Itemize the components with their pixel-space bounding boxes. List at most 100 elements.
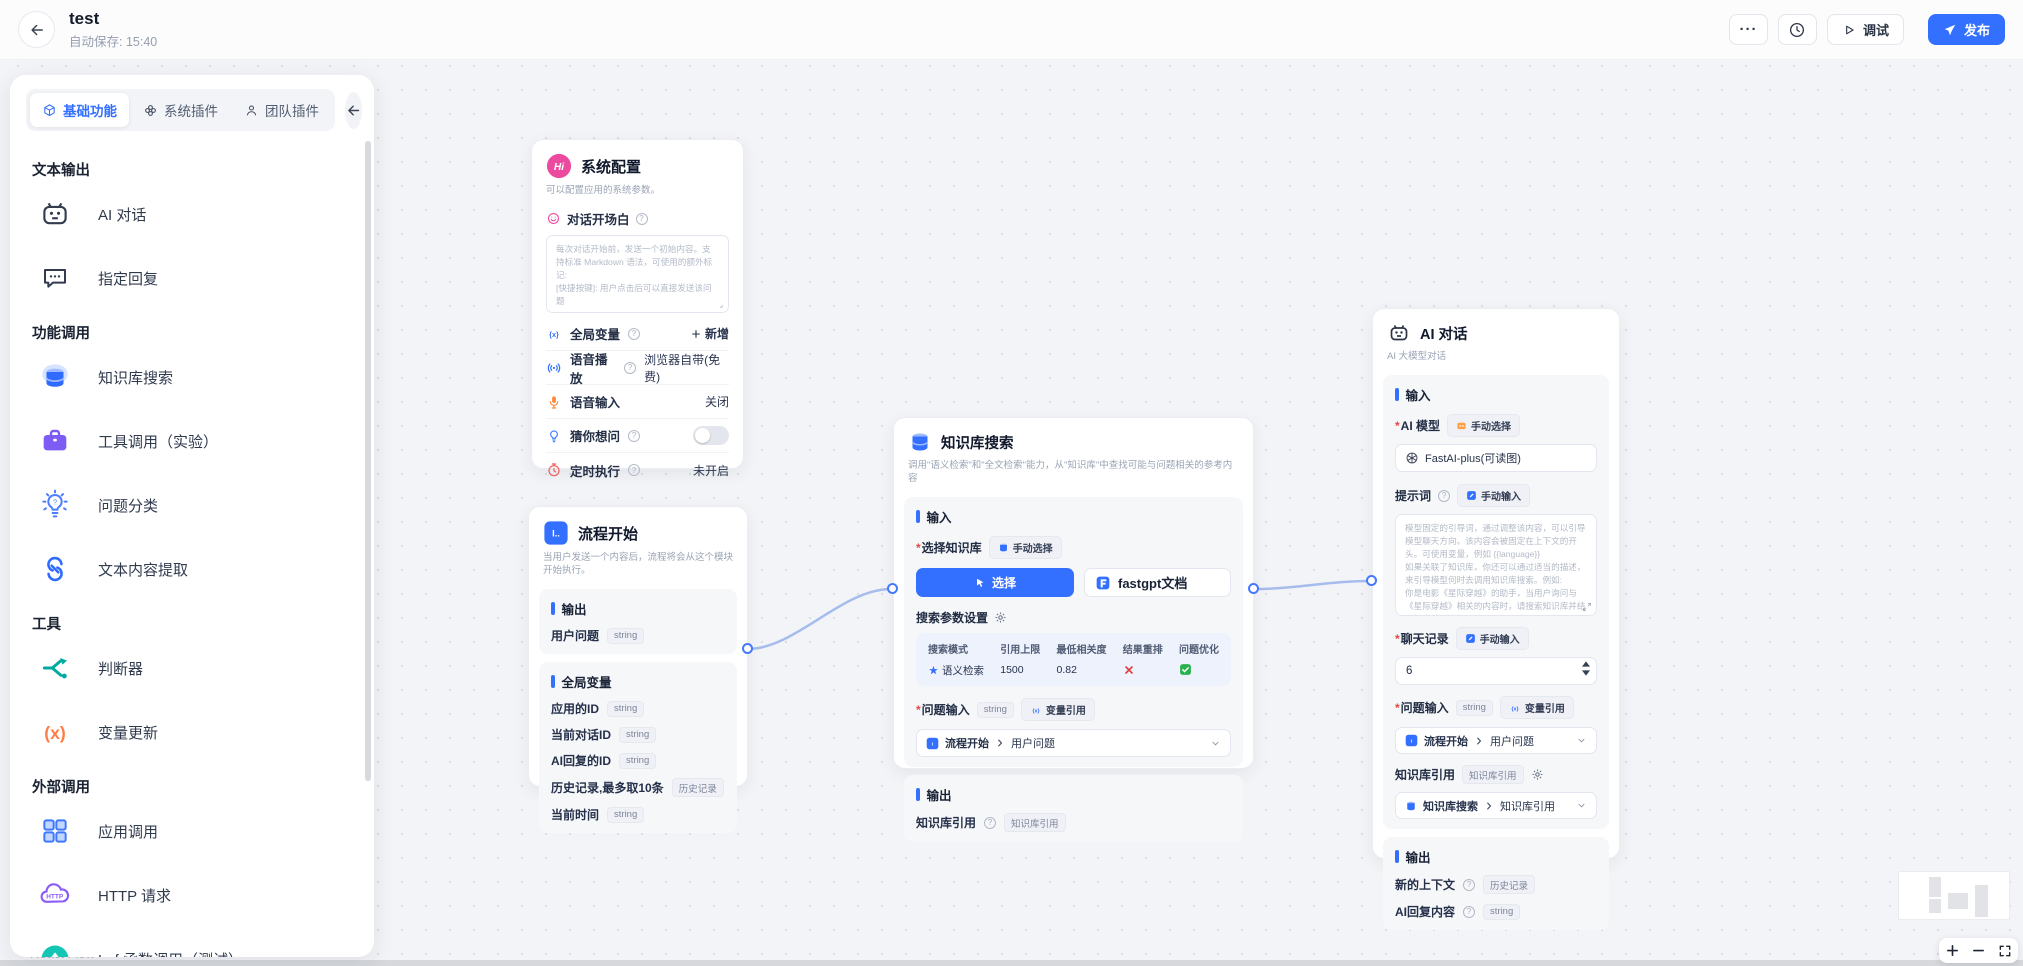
- history-count-input[interactable]: [1395, 657, 1597, 685]
- quote-source-select[interactable]: 知识库搜索 知识库引用: [1395, 792, 1597, 819]
- plus-icon: [692, 329, 700, 338]
- arrow-left-icon: [348, 105, 360, 115]
- row-schedule: 定时执行 未开启: [546, 453, 729, 487]
- dataset-card[interactable]: fastgpt文档: [1084, 568, 1231, 597]
- manual-select-badge[interactable]: 手动选择: [1447, 414, 1521, 437]
- node-dataset-search[interactable]: 知识库搜索 调用"语义检索"和"全文检索"能力，从"知识库"中查找可能与问题相关…: [893, 417, 1254, 842]
- var-ref-badge[interactable]: {x} 变量引用: [1499, 696, 1574, 719]
- stepper-up-icon[interactable]: [1582, 661, 1590, 667]
- tab-basic-modules[interactable]: 基础功能: [30, 93, 129, 127]
- start-globals-box: 全局变量 应用的ID string 当前对话ID string AI回复的ID str…: [539, 662, 737, 833]
- row-label: 语音输入: [570, 396, 621, 410]
- expand-icon[interactable]: [1582, 602, 1592, 612]
- sidebar-tabs: 基础功能 系统插件 团队插件: [26, 89, 335, 131]
- robot-mini-icon: [1457, 422, 1466, 430]
- manual-input-badge[interactable]: 手动输入: [1455, 627, 1529, 650]
- row-label: 语音播放: [570, 352, 608, 386]
- gear-icon[interactable]: [994, 611, 1007, 624]
- sidebar-item-app-call[interactable]: 应用调用: [32, 799, 356, 863]
- stt-value[interactable]: 关闭: [704, 395, 729, 409]
- row-label: 猜你想问: [570, 430, 621, 444]
- cursor-icon: [976, 578, 984, 587]
- welcome-label: 对话开场白: [567, 213, 630, 227]
- stepper-down-icon[interactable]: [1582, 670, 1590, 676]
- sidebar-item-variable-update[interactable]: (x) 变量更新: [32, 700, 356, 764]
- reply-bubble-icon: [36, 259, 74, 297]
- question-source-select[interactable]: I 流程开始 用户问题: [1395, 727, 1597, 754]
- sidebar-scrollbar[interactable]: [365, 141, 371, 781]
- welcome-icon: [547, 212, 560, 225]
- target-handle-ai-chat[interactable]: [1366, 575, 1377, 586]
- history-button[interactable]: [1777, 14, 1817, 45]
- target-handle-dataset-search[interactable]: [887, 583, 898, 594]
- guess-toggle[interactable]: [693, 426, 729, 445]
- type-badge: string: [607, 806, 645, 823]
- quote-field-label: 知识库引用: [1395, 768, 1456, 782]
- fastgpt-logo-icon: [1096, 576, 1110, 589]
- sidebar-item-ai-chat[interactable]: AI 对话: [32, 182, 356, 246]
- bulb-icon: [550, 429, 558, 442]
- sidebar-item-reply[interactable]: 指定回复: [32, 246, 356, 310]
- sidebar-item-dataset-search[interactable]: 知识库搜索: [32, 345, 356, 409]
- node-title: 知识库搜索: [941, 435, 1014, 452]
- help-icon: [624, 361, 637, 374]
- resize-handle-icon[interactable]: [715, 300, 724, 309]
- cross-icon: [1124, 665, 1133, 674]
- var-ref-badge[interactable]: {x} 变量引用: [1020, 698, 1095, 721]
- node-desc: AI 大模型对话: [1387, 351, 1447, 362]
- fit-view-icon[interactable]: [1998, 944, 2012, 958]
- tab-team-plugins[interactable]: 团队插件: [232, 93, 331, 127]
- zoom-out-icon[interactable]: [1971, 943, 1986, 958]
- svg-text:{x}: {x}: [1511, 706, 1519, 712]
- schedule-value[interactable]: 未开启: [692, 463, 729, 478]
- tts-value[interactable]: 浏览器自带(免费): [644, 352, 721, 384]
- canvas-controls: [1939, 938, 2018, 963]
- manual-select-badge[interactable]: 手动选择: [988, 536, 1062, 559]
- publish-button[interactable]: 发布: [1927, 14, 2005, 45]
- prompt-textarea[interactable]: [1395, 514, 1597, 616]
- module-sidebar: 基础功能 系统插件 团队插件 文本输出 AI: [10, 75, 374, 957]
- sidebar-item-http[interactable]: HTTP HTTP 请求: [32, 863, 356, 927]
- zoom-in-icon[interactable]: [1945, 943, 1960, 958]
- sidebar-item-judge[interactable]: 判断器: [32, 636, 356, 700]
- manual-input-badge[interactable]: 手动输入: [1457, 484, 1531, 507]
- params-label: 搜索参数设置: [916, 611, 989, 625]
- row-label: 定时执行: [570, 464, 621, 479]
- top-bar: test 自动保存: 15:40 ··· 调试 发布: [0, 0, 2023, 60]
- source-handle-flow-start[interactable]: [742, 643, 753, 654]
- sidebar-item-laf[interactable]: Laf 函数调用（测试）: [32, 927, 356, 957]
- sidebar-item-classify[interactable]: ? 问题分类: [32, 473, 356, 537]
- dataset-mini-icon: [1407, 801, 1415, 810]
- node-system-config[interactable]: Hi 系统配置 可以配置应用的系统参数。 对话开场白 {x} 全局变量: [531, 139, 744, 479]
- minimap[interactable]: [1898, 871, 2010, 920]
- add-variable-button[interactable]: 新增: [691, 325, 729, 342]
- welcome-textarea[interactable]: [546, 235, 729, 313]
- node-flow-start[interactable]: I.. 流程开始 当用户发送一个内容后，流程将会从这个模块开始执行。 输出 用户…: [528, 506, 748, 833]
- classify-bulb-icon: ?: [36, 486, 74, 524]
- robot-icon: [1390, 325, 1408, 341]
- model-select[interactable]: FastAI-plus(可读图): [1395, 444, 1597, 472]
- number-stepper[interactable]: [1582, 661, 1590, 676]
- node-dataset-search-header: 知识库搜索: [894, 418, 1253, 454]
- clock-icon: [1790, 22, 1805, 37]
- search-input-box: 输入 选择知识库 手动选择 选择 fastgpt文档: [904, 497, 1243, 767]
- source-handle-dataset-search[interactable]: [1248, 583, 1259, 594]
- sidebar-item-extract[interactable]: 文本内容提取: [32, 537, 356, 601]
- row-label: 全局变量: [570, 328, 621, 342]
- question-source-select[interactable]: I 流程开始 用户问题: [916, 729, 1231, 757]
- edge-start-to-search: [747, 587, 892, 651]
- search-params-table[interactable]: 搜索模式 语义检索 引用上限 1500 最低相关度 0.82 结果重排 问题优化: [916, 633, 1231, 686]
- collapse-sidebar-button[interactable]: [345, 91, 362, 129]
- node-ai-chat[interactable]: AI 对话 AI 大模型对话 输入 AI 模型 手动选择 FastAI-plus…: [1372, 308, 1620, 930]
- help-icon: [628, 327, 641, 340]
- sidebar-item-tool-call[interactable]: 工具调用（实验）: [32, 409, 356, 473]
- debug-button[interactable]: 调试: [1826, 14, 1904, 45]
- output-row: AI回复内容 string: [1395, 903, 1597, 920]
- edge-search-to-ai: [1253, 579, 1371, 591]
- back-button[interactable]: [18, 11, 55, 48]
- gear-icon[interactable]: [1531, 768, 1544, 781]
- more-button[interactable]: ···: [1728, 14, 1768, 45]
- choose-dataset-button[interactable]: 选择: [916, 568, 1074, 597]
- tab-system-plugins[interactable]: 系统插件: [131, 93, 230, 127]
